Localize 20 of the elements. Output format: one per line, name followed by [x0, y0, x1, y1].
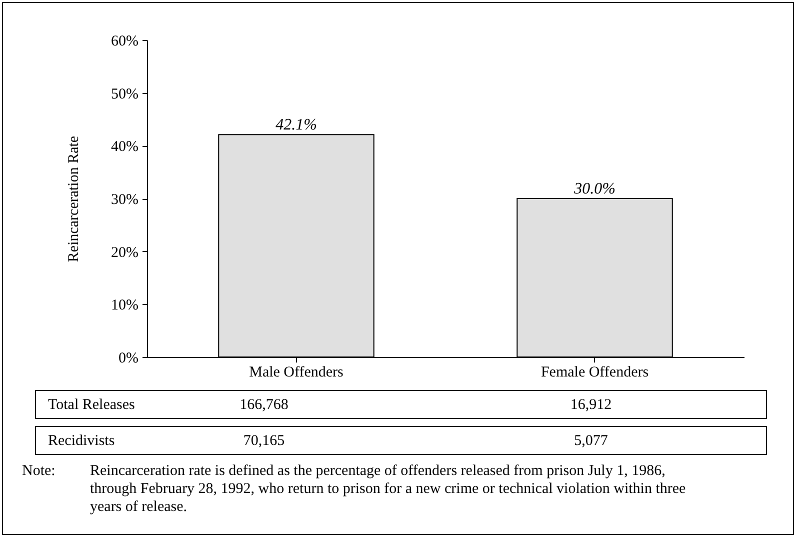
y-tick-label: 20% — [111, 244, 138, 261]
text: Recidivists — [48, 433, 115, 450]
data-label: 30.0% — [573, 180, 616, 198]
y-axis-title: Reincarceration Rate — [66, 136, 82, 262]
text: Reincarceration rate is defined as the percentage of offenders released from prison July 1, 1986, through February 28, 1992, who return to prison for a new crime or technical violation within three years of release. — [90, 462, 687, 516]
text: 166,768 — [238, 397, 290, 414]
data-label: 42.1% — [276, 116, 317, 134]
text: 70,165 — [242, 433, 286, 450]
text: Total Releases — [48, 397, 135, 414]
y-tick-label: 10% — [111, 298, 138, 314]
x-tick-label: Male Offenders — [249, 364, 344, 380]
text: Note: — [22, 462, 56, 481]
y-tick-label: 60% — [111, 34, 138, 50]
text: 5,077 — [573, 433, 609, 450]
x-tick-label: Female Offenders — [540, 364, 649, 380]
y-tick-label: 50% — [111, 86, 138, 102]
y-tick-label: 0% — [118, 350, 138, 366]
y-tick-label: 40% — [111, 139, 138, 156]
text: 16,912 — [569, 397, 613, 414]
y-tick-label: 30% — [111, 192, 138, 208]
